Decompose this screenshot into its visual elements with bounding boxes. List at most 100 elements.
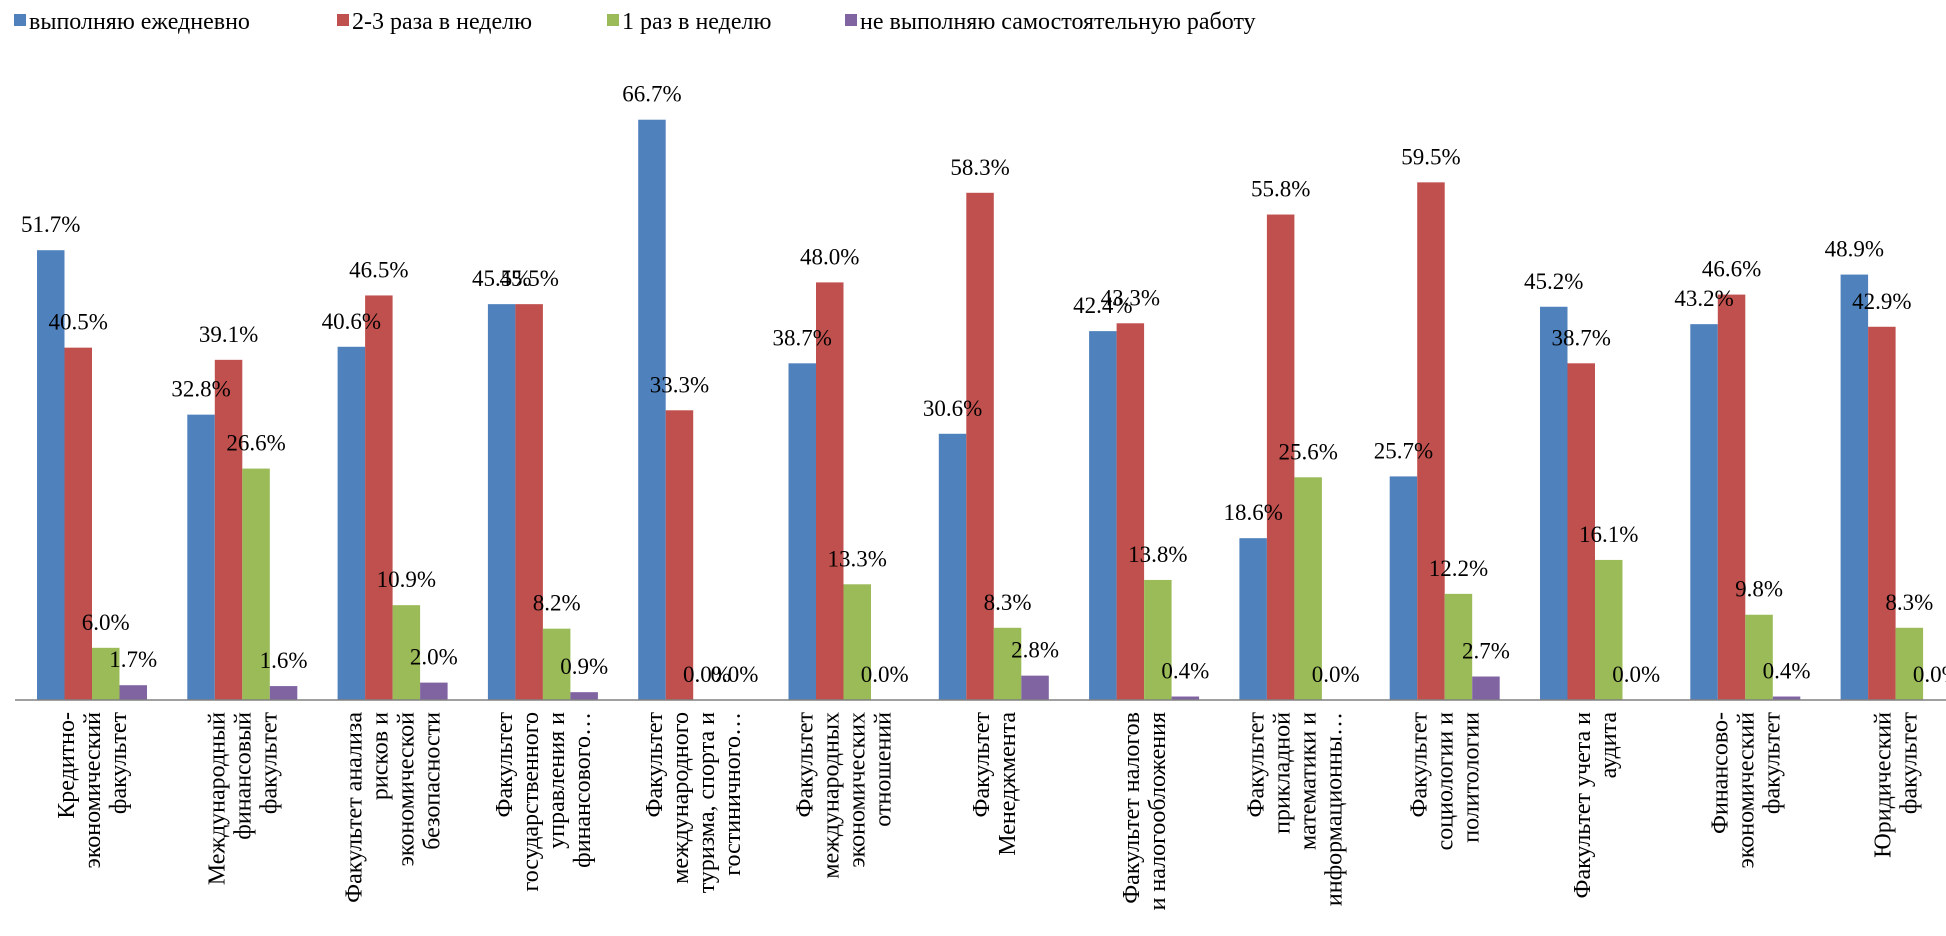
data-label-0-9: 25.7% [1374, 438, 1433, 463]
bar-0-2 [337, 346, 366, 700]
legend-swatch-2 [607, 14, 619, 26]
category-label-5: Факультет международных экономических отнош… [793, 711, 897, 878]
bar-3-3 [570, 692, 598, 700]
data-label-2-7: 13.8% [1128, 542, 1187, 567]
category-label-7-line-1: и налогообложения [1145, 712, 1171, 910]
category-label-1-line-1: финансовый [230, 712, 256, 840]
bar-0-5 [788, 363, 816, 700]
bar-2-12 [1895, 627, 1924, 700]
bar-1-4 [665, 410, 694, 700]
data-label-1-5: 48.0% [800, 244, 859, 269]
bar-1-5 [816, 282, 844, 700]
data-label-0-7: 42.4% [1073, 293, 1132, 318]
bar-1-0 [64, 347, 92, 700]
data-label-1-10: 38.7% [1552, 325, 1611, 350]
data-label-1-8: 55.8% [1251, 177, 1310, 202]
bar-0-3 [487, 304, 516, 700]
bar-1-6 [966, 192, 994, 701]
bar-0-10 [1540, 306, 1568, 700]
category-label-9: Факультет социологии и политологии [1407, 711, 1485, 850]
data-label-3-11: 0.4% [1763, 659, 1811, 684]
category-label-12-line-1: факультет [1897, 711, 1923, 814]
data-label-2-3: 8.2% [533, 591, 581, 616]
legend-swatch-0 [14, 14, 26, 26]
bar-1-2 [365, 295, 393, 700]
category-label-6: Факультет Менеджмента [969, 711, 1021, 855]
bar-0-12 [1840, 274, 1869, 700]
bar-3-1 [269, 686, 298, 700]
category-label-8: Факультет прикладной математики и информаци… [1243, 711, 1347, 906]
category-label-6-line-1: Менеджмента [995, 712, 1021, 856]
category-label-9-line-0: Факультет [1407, 711, 1433, 817]
data-label-1-12: 42.9% [1852, 289, 1911, 314]
bar-0-7 [1089, 331, 1117, 700]
bar-1-12 [1868, 326, 1896, 700]
bar-3-2 [420, 682, 448, 700]
data-label-1-6: 58.3% [950, 155, 1009, 180]
data-label-0-3: 45.5% [472, 266, 531, 291]
data-label-0-8: 18.6% [1223, 500, 1282, 525]
data-label-0-1: 32.8% [171, 377, 230, 402]
data-label-3-9: 2.7% [1462, 639, 1510, 664]
category-label-7-line-0: Факультет налогов [1119, 712, 1145, 904]
data-label-2-10: 16.1% [1579, 522, 1638, 547]
category-label-2-line-0: Факультет анализа [342, 712, 368, 903]
category-label-2-line-2: экономической [394, 712, 420, 867]
category-label-9-line-2: политологии [1459, 712, 1485, 843]
data-label-2-0: 6.0% [82, 610, 130, 635]
bar-2-5 [843, 584, 871, 700]
bar-2-1 [242, 468, 270, 700]
data-label-1-2: 46.5% [349, 257, 408, 282]
category-label-2-line-3: безопасности [420, 712, 446, 850]
legend: выполняю ежедневно 2-3 раза в неделю 1 раз… [14, 9, 1256, 35]
data-label-3-1: 1.6% [260, 648, 308, 673]
data-label-0-4: 66.7% [622, 82, 681, 107]
data-label-2-5: 13.3% [828, 546, 887, 571]
bar-3-7 [1171, 696, 1200, 700]
data-label-0-10: 45.2% [1524, 269, 1583, 294]
data-label-0-11: 43.2% [1674, 286, 1733, 311]
category-label-8-line-3: информационны… [1321, 712, 1347, 906]
legend-label-1: 2-3 раза в неделю [352, 9, 532, 35]
bar-0-9 [1389, 476, 1418, 700]
category-label-9-line-1: социологии и [1433, 712, 1459, 851]
data-label-2-8: 25.6% [1278, 439, 1337, 464]
category-label-12: Юридический факультет [1871, 711, 1923, 857]
category-label-2: Факультет анализа рисков и экономической бе… [342, 712, 446, 903]
data-label-2-2: 10.9% [377, 567, 436, 592]
category-label-0-line-2: факультет [106, 711, 132, 814]
category-label-10: Факультет учета и аудита [1570, 712, 1622, 899]
category-label-3-line-0: Факультет [492, 711, 518, 817]
data-label-3-12: 0.0% [1913, 662, 1946, 687]
data-label-1-7: 43.3% [1101, 285, 1160, 310]
bar-3-11 [1772, 696, 1801, 700]
bar-3-6 [1021, 675, 1049, 700]
data-label-3-5: 0.0% [861, 662, 909, 687]
category-label-5-line-1: международных [819, 712, 845, 879]
bar-2-11 [1745, 614, 1773, 700]
category-label-1-line-2: факультет [256, 711, 282, 814]
bar-2-8 [1294, 477, 1322, 700]
bar-1-9 [1417, 182, 1445, 701]
data-label-0-12: 48.9% [1825, 237, 1884, 262]
data-label-3-0: 1.7% [109, 647, 157, 672]
legend-swatch-3 [845, 14, 857, 26]
bar-2-2 [392, 605, 421, 700]
bar-0-1 [187, 414, 215, 700]
category-label-8-line-1: прикладной [1269, 712, 1295, 834]
data-label-1-0: 40.5% [49, 310, 108, 335]
bar-2-3 [542, 628, 571, 700]
data-label-3-4: 0.0% [710, 662, 758, 687]
category-label-11-line-2: факультет [1759, 711, 1785, 814]
data-label-3-7: 0.4% [1161, 659, 1209, 684]
category-label-0: Кредитно-экономический факультет [54, 711, 132, 868]
data-label-1-9: 59.5% [1401, 144, 1460, 169]
bar-1-10 [1567, 363, 1595, 700]
bar-0-6 [938, 433, 967, 700]
category-label-6-line-0: Факультет [969, 711, 995, 817]
category-label-11-line-1: экономический [1733, 712, 1759, 869]
bar-2-6 [993, 627, 1022, 700]
category-label-11-line-0: Финансово- [1707, 712, 1733, 834]
bar-2-9 [1444, 593, 1473, 700]
bar-1-3 [515, 304, 543, 700]
